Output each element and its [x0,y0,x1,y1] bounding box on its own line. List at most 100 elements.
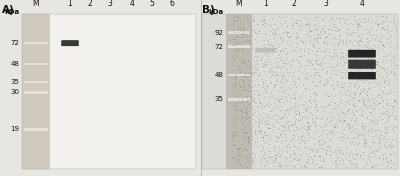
Point [319,26,326,29]
Point [280,81,287,84]
Point [376,37,382,40]
Point [300,151,306,154]
Point [315,74,322,76]
Point [273,60,279,63]
Point [310,81,316,84]
Point [351,119,358,122]
Point [388,70,394,73]
Point [339,102,345,104]
Point [344,27,350,30]
Bar [24,81,48,83]
Point [371,140,378,143]
Point [370,62,377,64]
Point [366,30,373,33]
Point [267,110,274,112]
Point [295,76,301,79]
Point [240,49,246,51]
Point [276,164,282,167]
Point [252,130,258,132]
Point [278,104,284,107]
Point [386,81,393,84]
Point [250,67,257,70]
Point [290,71,296,73]
Point [272,35,278,38]
Point [236,18,242,21]
Point [306,24,312,27]
Point [322,120,329,123]
Point [286,141,293,144]
Point [376,141,382,144]
Point [258,161,264,164]
Point [336,102,342,105]
Point [246,108,252,111]
Point [372,148,379,151]
Point [328,118,334,121]
Point [262,64,268,67]
Point [276,37,283,40]
Point [284,70,290,73]
Point [357,154,364,156]
Point [368,22,374,25]
Point [249,85,255,88]
Point [336,148,343,151]
Point [276,152,283,155]
Point [390,107,396,110]
Point [354,153,360,156]
Point [310,117,316,119]
Point [304,58,310,61]
Point [346,155,353,158]
Point [383,113,389,116]
Point [374,92,381,95]
Point [296,145,303,148]
Point [230,38,237,40]
Point [360,80,366,82]
Point [290,91,297,94]
Point [311,153,317,156]
Point [271,85,277,88]
Point [379,66,386,68]
Point [371,58,378,60]
Point [381,55,387,58]
Point [384,139,390,142]
Point [248,32,254,35]
Point [231,144,238,147]
Point [238,43,245,46]
Point [306,146,312,149]
Point [380,154,387,156]
Point [345,136,351,139]
Point [296,159,302,162]
Point [386,143,393,146]
Point [364,41,370,44]
Point [308,162,314,165]
Point [306,28,312,30]
Point [336,99,343,102]
Point [231,59,238,62]
Point [298,124,304,127]
Point [272,32,278,35]
Point [260,144,266,147]
Point [235,16,241,19]
Point [270,72,276,75]
Point [231,108,238,111]
Point [340,117,346,120]
Point [285,31,291,33]
Point [238,108,244,111]
Point [347,143,354,146]
Point [336,136,342,139]
Point [388,35,394,37]
Point [261,17,268,20]
Point [391,130,397,133]
Point [360,143,367,146]
Point [332,152,339,155]
Point [279,84,286,87]
Point [317,155,324,158]
Point [382,156,389,159]
Point [372,73,378,76]
Point [313,58,320,61]
Point [275,164,282,167]
Bar [202,14,398,169]
Point [232,44,238,47]
Point [287,64,293,67]
Point [340,136,346,139]
Bar [228,74,250,76]
